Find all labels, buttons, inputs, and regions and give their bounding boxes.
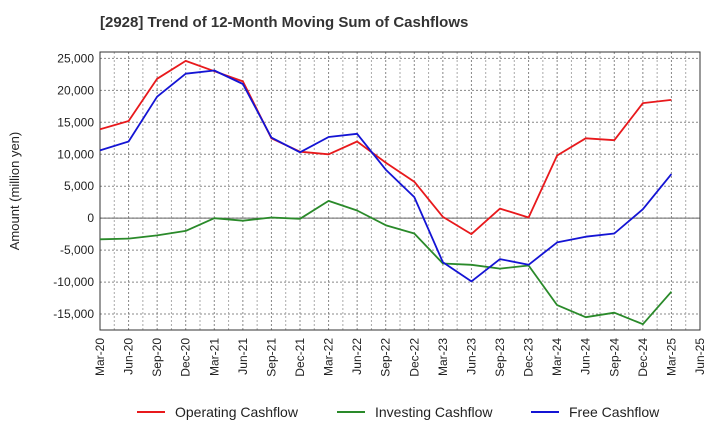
x-tick-label: Sep-24 — [607, 338, 621, 377]
plot-border — [99, 51, 701, 331]
series-line-operating-cashflow — [99, 60, 672, 236]
legend-label-free: Free Cashflow — [569, 404, 660, 420]
y-tick-label: 25,000 — [57, 51, 94, 65]
y-tick-label: 10,000 — [57, 147, 94, 161]
x-tick-label: Mar-23 — [436, 338, 450, 376]
x-tick-label: Dec-21 — [293, 338, 307, 377]
x-tick-label: Jun-22 — [350, 338, 364, 375]
legend: Operating Cashflow Investing Cashflow Fr… — [0, 404, 720, 428]
legend-item-operating: Operating Cashflow — [137, 404, 298, 420]
line-chart: 25,000 20,000 15,000 10,000 5,000 0 -5,000 -10,… — [7, 51, 707, 377]
series-line-free-cashflow — [99, 69, 673, 283]
y-tick-label: -5,000 — [60, 243, 94, 257]
x-tick-label: Mar-21 — [207, 338, 221, 376]
x-tick-label: Mar-22 — [322, 338, 336, 376]
x-tick-label: Dec-24 — [636, 338, 650, 377]
x-tick-label: Sep-20 — [150, 338, 164, 377]
legend-swatch-free — [531, 411, 559, 413]
legend-swatch-operating — [137, 411, 165, 413]
y-tick-label: 0 — [87, 211, 94, 225]
y-axis-label: Amount (million yen) — [7, 132, 22, 251]
legend-item-investing: Investing Cashflow — [337, 404, 493, 420]
x-tick-label: Sep-21 — [264, 338, 278, 377]
y-tick-label: -10,000 — [53, 275, 94, 289]
legend-label-operating: Operating Cashflow — [175, 404, 298, 420]
x-tick-label: Mar-24 — [550, 338, 564, 376]
plot-area — [100, 52, 700, 330]
x-tick-label: Jun-25 — [693, 338, 707, 375]
series-line-investing-cashflow — [99, 199, 673, 326]
x-tick-label: Jun-21 — [236, 338, 250, 375]
y-tick-label: 15,000 — [57, 115, 94, 129]
x-tick-label: Mar-20 — [93, 338, 107, 376]
x-tick-label: Dec-20 — [179, 338, 193, 377]
x-tick-label: Dec-23 — [522, 338, 536, 377]
legend-item-free: Free Cashflow — [531, 404, 659, 420]
y-tick-label: 5,000 — [64, 179, 94, 193]
legend-label-investing: Investing Cashflow — [375, 404, 493, 420]
x-tick-label: Sep-23 — [493, 338, 507, 377]
legend-swatch-investing — [337, 411, 365, 413]
y-tick-label: 20,000 — [57, 83, 94, 97]
y-tick-label: -15,000 — [53, 307, 94, 321]
x-tick-label: Dec-22 — [407, 338, 421, 377]
x-tick-label: Jun-23 — [464, 338, 478, 375]
x-tick-label: Jun-20 — [122, 338, 136, 375]
x-tick-label: Mar-25 — [664, 338, 678, 376]
x-tick-label: Jun-24 — [579, 338, 593, 375]
x-tick-label: Sep-22 — [379, 338, 393, 377]
chart-title: [2928] Trend of 12-Month Moving Sum of C… — [100, 14, 469, 31]
